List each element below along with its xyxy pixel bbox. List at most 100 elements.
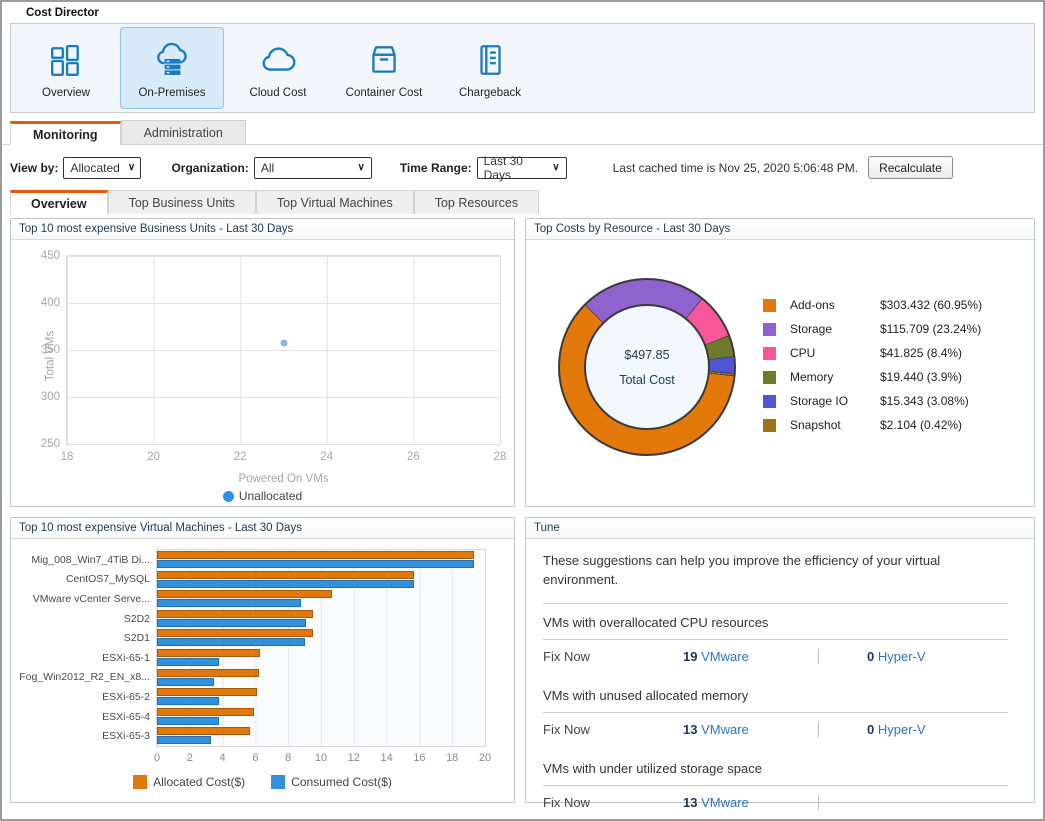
consumed-cost-bar[interactable] — [157, 599, 302, 608]
consumed-cost-bar[interactable] — [157, 697, 220, 706]
legend-label: Storage — [790, 322, 833, 336]
x-tick-label: 18 — [446, 752, 459, 764]
tune-intro: These suggestions can help you improve t… — [543, 553, 941, 587]
category-label: Mig_008_Win7_4TiB Di... — [31, 553, 150, 566]
pie-legend-row[interactable]: Add-ons $303.432 (60.95%) — [763, 298, 982, 312]
data-point[interactable] — [280, 339, 287, 347]
allocated-cost-bar[interactable] — [157, 551, 474, 559]
legend-value: $303.432 (60.95%) — [880, 298, 983, 312]
legend-swatch — [763, 298, 776, 312]
subtab-overview[interactable]: Overview — [10, 190, 108, 214]
panel-title: Top Costs by Resource - Last 30 Days — [526, 219, 1034, 240]
business-units-panel: Top 10 most expensive Business Units - L… — [10, 218, 515, 507]
organization-value: All — [260, 160, 275, 175]
tab-monitoring[interactable]: Monitoring — [10, 121, 121, 145]
resource-costs-chart: $497.85 Total Cost Add-ons $303.432 (60.9… — [526, 240, 1034, 506]
panel-title: Top 10 most expensive Business Units - L… — [11, 219, 514, 240]
allocated-cost-bar[interactable] — [157, 727, 251, 736]
category-label: ESXi-65-2 — [102, 691, 150, 703]
allocated-cost-bar[interactable] — [157, 668, 259, 677]
toolbar-item-overview[interactable]: Overview — [14, 27, 118, 109]
tune-section-heading: VMs with under utilized storage space — [543, 760, 762, 776]
consumed-cost-bar[interactable] — [157, 658, 220, 666]
allocated-cost-bar[interactable] — [157, 688, 258, 697]
x-tick-label: 20 — [147, 451, 160, 463]
fix-now-label[interactable]: Fix Now — [543, 721, 590, 737]
fix-now-label[interactable]: Fix Now — [543, 794, 590, 810]
module-toolbar: Overview On-Premises — [10, 23, 1035, 113]
panel-title: Top 10 most expensive Virtual Machines -… — [11, 518, 514, 539]
consumed-cost-swatch — [271, 775, 286, 789]
recalculate-button[interactable]: Recalculate — [868, 156, 953, 179]
chevron-down-icon: ∨ — [552, 162, 560, 173]
subtab-top-business-units[interactable]: Top Business Units — [107, 190, 256, 214]
y-tick-label: 300 — [40, 391, 60, 403]
vmware-link[interactable]: 19 VMware — [683, 648, 749, 664]
view-by-select[interactable]: Allocated ∨ — [63, 156, 142, 179]
x-tick-label: 6 — [252, 752, 259, 764]
allocated-cost-bar[interactable] — [157, 609, 313, 618]
consumed-cost-bar[interactable] — [157, 716, 220, 725]
pie-legend-row[interactable]: Storage $115.709 (23.24%) — [763, 322, 982, 336]
divider — [818, 794, 819, 810]
pie-legend-row[interactable]: CPU $41.825 (8.4%) — [763, 346, 982, 360]
allocated-cost-bar[interactable] — [157, 629, 313, 638]
scatter-plot[interactable]: 18 20 22 24 26 28 250 300 350 400 450 — [41, 250, 507, 463]
tune-row: Fix Now 13 VMware — [543, 786, 1008, 819]
pie-legend-row[interactable]: Snapshot $2.104 (0.42%) — [763, 418, 982, 432]
toolbar-item-container-cost[interactable]: Container Cost — [332, 27, 436, 109]
subtab-top-resources[interactable]: Top Resources — [413, 190, 540, 214]
pie-legend-row[interactable]: Storage IO $15.343 (3.08%) — [763, 394, 982, 408]
allocated-cost-bar[interactable] — [157, 707, 254, 716]
sub-tabs: Overview Top Business Units Top Virtual … — [2, 188, 1043, 214]
toolbar-item-cloud-cost[interactable]: Cloud Cost — [226, 27, 330, 109]
allocated-cost-bar[interactable] — [157, 649, 261, 657]
time-range-select[interactable]: Last 30 Days ∨ — [476, 153, 567, 182]
consumed-cost-bar[interactable] — [157, 618, 307, 627]
x-tick-label: 24 — [320, 451, 334, 463]
consumed-cost-bar[interactable] — [157, 579, 415, 588]
bar-plot[interactable]: 0 2 4 6 8 10 12 14 16 18 20 Mig_008_Win7_4TiB Di...… — [19, 549, 491, 764]
toolbar-item-label: Chargeback — [458, 87, 521, 99]
legend-label: Storage IO — [790, 394, 849, 408]
filter-bar: View by: Allocated ∨ Organization: All ∨… — [2, 145, 1043, 188]
vmware-link[interactable]: 13 VMware — [683, 721, 749, 737]
allocated-cost-bar[interactable] — [157, 570, 415, 579]
legend-label: Allocated Cost($) — [153, 775, 246, 789]
x-tick-label: 16 — [413, 752, 426, 764]
scatter-x-axis-label: Powered On VMs — [238, 473, 329, 485]
view-by-label: View by: — [10, 160, 59, 175]
container-icon — [366, 40, 402, 78]
tune-section-cpu: VMs with overallocated CPU resources Fix… — [543, 615, 1008, 677]
category-label: S2D1 — [123, 632, 150, 645]
organization-select[interactable]: All ∨ — [253, 156, 372, 179]
total-cost-label: Total Cost — [619, 372, 675, 387]
chargeback-icon — [472, 40, 508, 78]
x-tick-label: 2 — [186, 752, 193, 764]
hyperv-link[interactable]: 0 Hyper-V — [867, 648, 926, 664]
subtab-top-virtual-machines[interactable]: Top Virtual Machines — [255, 190, 414, 214]
pie-legend-row[interactable]: Memory $19.440 (3.9%) — [763, 370, 982, 384]
fix-now-label[interactable]: Fix Now — [543, 648, 590, 664]
toolbar-item-chargeback[interactable]: Chargeback — [438, 27, 542, 109]
x-tick-label: 28 — [493, 451, 507, 463]
overview-icon — [49, 40, 83, 78]
consumed-cost-bar[interactable] — [157, 638, 305, 647]
consumed-cost-bar[interactable] — [157, 736, 212, 745]
donut-chart[interactable]: $497.85 Total Cost — [558, 278, 736, 456]
vmware-link[interactable]: 13 VMware — [683, 794, 749, 810]
tune-section-memory: VMs with unused allocated memory Fix Now… — [543, 688, 1008, 750]
consumed-cost-bar[interactable] — [157, 560, 474, 568]
legend-dot — [222, 490, 234, 502]
tab-administration[interactable]: Administration — [120, 120, 246, 144]
allocated-cost-swatch — [133, 775, 148, 789]
hyperv-link[interactable]: 0 Hyper-V — [867, 721, 926, 737]
y-tick-label: 250 — [40, 438, 60, 450]
time-range-value: Last 30 Days — [483, 153, 523, 182]
allocated-cost-bar[interactable] — [157, 590, 333, 599]
consumed-cost-bar[interactable] — [157, 677, 215, 686]
x-tick-label: 4 — [219, 752, 226, 764]
tune-row: Fix Now 13 VMware 0 Hyper-V — [543, 713, 1008, 750]
toolbar-item-on-premises[interactable]: On-Premises — [120, 27, 224, 109]
legend-swatch — [763, 370, 776, 384]
